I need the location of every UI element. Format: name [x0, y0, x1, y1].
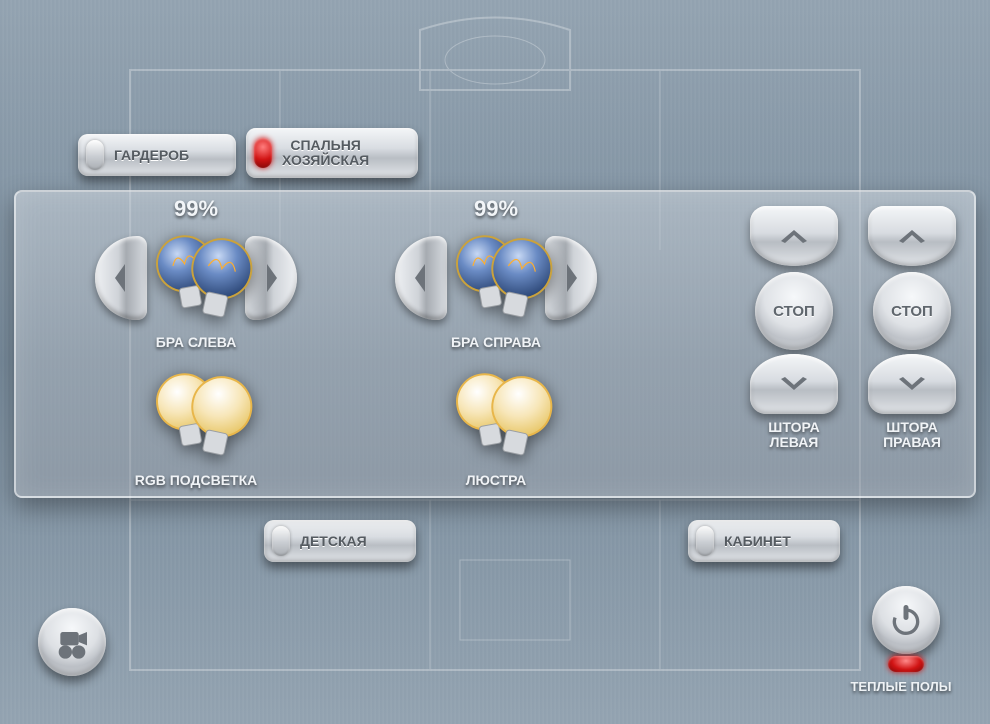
status-pill — [696, 526, 714, 556]
camera-button[interactable] — [38, 608, 106, 676]
room-tab-office[interactable]: КАБИНЕТ — [688, 520, 840, 562]
status-pill-active — [254, 138, 272, 168]
room-tab-label: КАБИНЕТ — [724, 534, 791, 549]
status-pill — [86, 140, 104, 170]
stop-label: СТОП — [891, 303, 933, 320]
curtain-right-stop-button[interactable]: СТОП — [873, 272, 951, 350]
curtain-left-up-button[interactable] — [750, 206, 838, 266]
brightness-value: 99% — [346, 196, 646, 222]
room-tab-bedroom[interactable]: СПАЛЬНЯ ХОЗЯЙСКАЯ — [246, 128, 418, 178]
light-label: RGB ПОДСВЕТКА — [46, 472, 346, 488]
light-label: БРА СЛЕВА — [46, 334, 346, 350]
room-tab-kids[interactable]: ДЕТСКАЯ — [264, 520, 416, 562]
curtain-controls: СТОП ШТОРА ЛЕВАЯ СТОП ШТОРА ПРАВАЯ — [744, 206, 962, 451]
curtain-right-down-button[interactable] — [868, 354, 956, 414]
room-tab-label: ДЕТСКАЯ — [300, 534, 367, 549]
light-toggle-rgb[interactable] — [137, 364, 255, 468]
room-tab-label: ГАРДЕРОБ — [114, 148, 189, 163]
control-panel: 99% — [14, 190, 976, 498]
curtain-right-up-button[interactable] — [868, 206, 956, 266]
light-toggle-lustra[interactable] — [437, 364, 555, 468]
curtain-left-down-button[interactable] — [750, 354, 838, 414]
light-toggle-bra-right[interactable] — [437, 226, 555, 330]
stop-label: СТОП — [773, 303, 815, 320]
power-icon — [886, 600, 926, 640]
curtain-label: ШТОРА ПРАВАЯ — [862, 420, 962, 451]
curtain-left-stop-button[interactable]: СТОП — [755, 272, 833, 350]
curtain-label: ШТОРА ЛЕВАЯ — [744, 420, 844, 451]
status-pill — [272, 526, 290, 556]
heated-floor-button[interactable] — [872, 586, 940, 654]
light-label: ЛЮСТРА — [346, 472, 646, 488]
room-tab-wardrobe[interactable]: ГАРДЕРОБ — [78, 134, 236, 176]
heated-floor-label: ТЕПЛЫЕ ПОЛЫ — [836, 679, 966, 694]
heated-floor-led — [888, 656, 924, 672]
camcorder-icon — [52, 622, 92, 662]
brightness-value: 99% — [46, 196, 346, 222]
light-label: БРА СПРАВА — [346, 334, 646, 350]
light-toggle-bra-left[interactable] — [137, 226, 255, 330]
room-tab-label: СПАЛЬНЯ ХОЗЯЙСКАЯ — [282, 138, 369, 167]
